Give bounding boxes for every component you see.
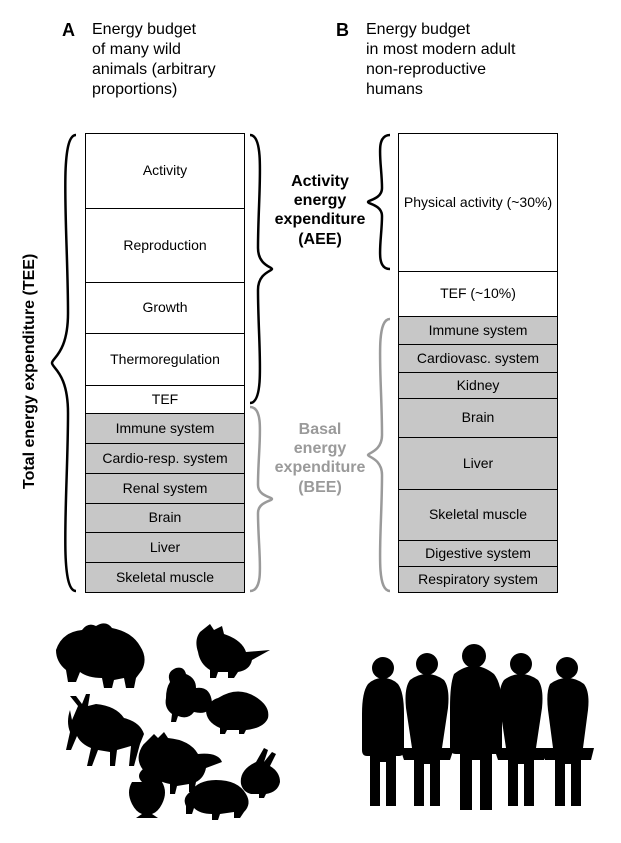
tee-label: Total energy expenditure (TEE) — [21, 239, 39, 489]
energy-segment: Brain — [86, 503, 244, 533]
label-line: (AEE) — [298, 231, 342, 248]
energy-segment: Thermoregulation — [86, 333, 244, 384]
energy-segment: Reproduction — [86, 208, 244, 282]
energy-segment: Immune system — [399, 316, 557, 344]
energy-segment: Immune system — [86, 413, 244, 443]
energy-segment: Cardiovasc. system — [399, 344, 557, 372]
energy-segment: Liver — [86, 532, 244, 562]
energy-segment: Brain — [399, 398, 557, 438]
title-line: Energy budget — [92, 21, 196, 38]
human-silhouettes — [360, 620, 595, 820]
title-line: humans — [366, 81, 423, 98]
animal-silhouettes — [50, 620, 285, 820]
aee-label: Activity energy expenditure (AEE) — [268, 172, 372, 249]
energy-segment: Digestive system — [399, 540, 557, 566]
energy-segment: Liver — [399, 437, 557, 489]
energy-segment: Skeletal muscle — [86, 562, 244, 592]
label-line: Basal — [299, 421, 342, 438]
energy-segment: TEF (~10%) — [399, 271, 557, 317]
panel-a-letter: A — [62, 20, 75, 41]
label-line: Activity — [291, 173, 349, 190]
title-line: proportions) — [92, 81, 177, 98]
label-line: (BEE) — [298, 479, 342, 496]
panel-b-stack: Physical activity (~30%)TEF (~10%)Immune… — [398, 133, 558, 593]
energy-segment: Kidney — [399, 372, 557, 398]
energy-segment: Physical activity (~30%) — [399, 134, 557, 271]
panel-b-title: Energy budget in most modern adult non-r… — [366, 20, 576, 100]
panel-a-title: Energy budget of many wild animals (arbi… — [92, 20, 262, 100]
energy-segment: Renal system — [86, 473, 244, 503]
panel-b-letter: B — [336, 20, 349, 41]
energy-segment: Activity — [86, 134, 244, 208]
figure-canvas: A B Energy budget of many wild animals (… — [0, 0, 621, 843]
energy-segment: Skeletal muscle — [399, 489, 557, 541]
title-line: of many wild — [92, 41, 181, 58]
title-line: non-reproductive — [366, 61, 486, 78]
energy-segment: TEF — [86, 385, 244, 414]
energy-segment: Cardio-resp. system — [86, 443, 244, 473]
label-line: energy — [294, 440, 346, 457]
energy-segment: Respiratory system — [399, 566, 557, 592]
bee-label: Basal energy expenditure (BEE) — [268, 420, 372, 497]
panel-a-stack: ActivityReproductionGrowthThermoregulati… — [85, 133, 245, 593]
title-line: Energy budget — [366, 21, 470, 38]
tee-brace — [48, 133, 80, 593]
energy-segment: Growth — [86, 282, 244, 333]
title-line: animals (arbitrary — [92, 61, 216, 78]
label-line: energy — [294, 192, 346, 209]
label-line: expenditure — [275, 459, 366, 476]
label-line: expenditure — [275, 211, 366, 228]
title-line: in most modern adult — [366, 41, 515, 58]
